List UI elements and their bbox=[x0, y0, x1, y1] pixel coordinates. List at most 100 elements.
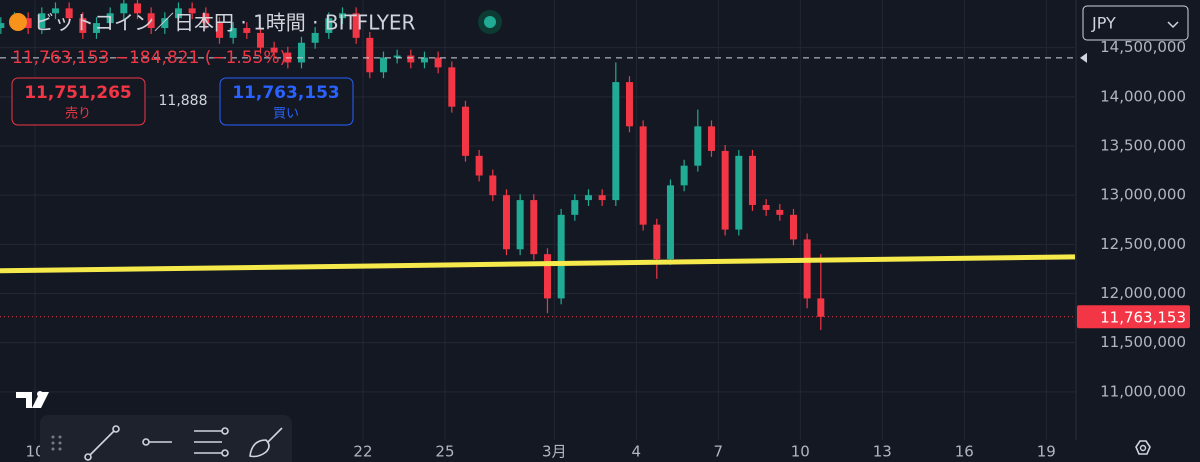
grid-layer bbox=[0, 0, 1075, 440]
candle-body bbox=[229, 28, 237, 38]
quote-change: −184,821 bbox=[115, 48, 200, 68]
candle-body bbox=[106, 13, 114, 24]
trend-line-tool[interactable] bbox=[84, 425, 120, 461]
candle-body bbox=[803, 239, 811, 299]
candle-body bbox=[133, 3, 141, 14]
candle-body bbox=[653, 224, 661, 260]
x-tick-label: 25 bbox=[435, 443, 454, 461]
candle-body bbox=[202, 13, 210, 24]
candle-body bbox=[639, 126, 647, 225]
settings-icon[interactable] bbox=[1135, 440, 1151, 455]
candle-body bbox=[270, 47, 278, 53]
buy-label[interactable]: 買い bbox=[273, 107, 299, 122]
drawing-toolbar bbox=[40, 415, 292, 462]
y-tick-label: 11,500,000 bbox=[1100, 333, 1186, 351]
y-tick-label: 14,000,000 bbox=[1100, 87, 1186, 105]
candle-body bbox=[721, 150, 729, 230]
x-tick-label: 3月 bbox=[542, 443, 567, 461]
settings-button[interactable] bbox=[1135, 440, 1151, 455]
candle-body bbox=[311, 32, 319, 43]
last-price-label: 11,763,153 bbox=[1100, 308, 1186, 326]
candle-body bbox=[434, 57, 442, 68]
candle-body bbox=[325, 18, 333, 33]
x-tick-label: 13 bbox=[873, 443, 892, 461]
currency-box[interactable] bbox=[1082, 5, 1189, 41]
candle-body bbox=[92, 23, 100, 33]
x-tick-label: 7 bbox=[714, 443, 724, 461]
candle-body bbox=[174, 8, 182, 19]
sell-price[interactable]: 11,751,265 bbox=[24, 83, 132, 103]
y-tick-label: 12,500,000 bbox=[1100, 235, 1186, 253]
candle-body bbox=[680, 165, 688, 186]
parallel-channel-tool[interactable] bbox=[194, 427, 229, 457]
y-tick-label: 11,000,000 bbox=[1100, 382, 1186, 400]
candle-body bbox=[0, 23, 5, 29]
y-tick-label: 14,500,000 bbox=[1100, 38, 1186, 56]
candle-body bbox=[256, 32, 264, 48]
sell-label[interactable]: 売り bbox=[65, 106, 91, 122]
drag-handle[interactable] bbox=[51, 435, 62, 451]
candle-body bbox=[51, 8, 59, 14]
candle-body bbox=[161, 18, 169, 29]
candle-body bbox=[352, 13, 360, 38]
candle-body bbox=[789, 214, 797, 240]
candle-body bbox=[666, 185, 674, 260]
candle-body bbox=[407, 55, 415, 63]
y-tick-label: 13,000,000 bbox=[1100, 186, 1186, 204]
quote-price: 11,763,153 bbox=[12, 48, 109, 68]
y-tick-label: 13,500,000 bbox=[1100, 137, 1186, 155]
candle-body bbox=[612, 82, 620, 201]
candle-body bbox=[366, 37, 374, 73]
x-tick-label: 19 bbox=[1037, 443, 1056, 461]
candle-body bbox=[516, 200, 524, 250]
candle-body bbox=[65, 8, 73, 19]
trend-line bbox=[0, 254, 1076, 274]
settings-icon-center bbox=[1139, 444, 1147, 452]
candles bbox=[0, 0, 825, 330]
x-tick-label: 10 bbox=[791, 443, 810, 461]
candle-body bbox=[502, 195, 510, 250]
candle-body bbox=[420, 57, 428, 63]
quote-line: 11,763,153 −184,821 (−1.55%) bbox=[12, 48, 286, 68]
candle-body bbox=[461, 106, 469, 156]
candle-body bbox=[817, 298, 825, 317]
brush-tool[interactable] bbox=[249, 427, 283, 458]
status-dot bbox=[484, 16, 496, 28]
buy-box[interactable] bbox=[219, 77, 354, 126]
symbol-title: ビットコイン／日本円 · 1時間 · BITFLYER bbox=[34, 11, 416, 35]
caret bbox=[1167, 21, 1179, 29]
toolbar-panel bbox=[40, 415, 292, 462]
candle-body bbox=[120, 3, 128, 14]
sell-button[interactable]: 11,751,265 売り bbox=[11, 77, 146, 126]
candle-body bbox=[489, 175, 497, 196]
candle-body bbox=[707, 126, 715, 151]
x-tick-label: 4 bbox=[632, 443, 642, 461]
candle-body bbox=[475, 155, 483, 176]
x-tick-label: 22 bbox=[353, 443, 372, 461]
candle-body bbox=[762, 205, 770, 210]
candle-body bbox=[748, 155, 756, 206]
candle-body bbox=[38, 13, 46, 29]
candle-body bbox=[243, 28, 251, 33]
plot-area: 10 22 25 3月 4 7 10 13 16 19 bbox=[0, 0, 1076, 461]
sell-box[interactable] bbox=[11, 77, 146, 126]
candle-body bbox=[625, 82, 633, 127]
buy-button[interactable]: 11,763,153 買い bbox=[219, 77, 354, 126]
horizontal-ray-tool[interactable] bbox=[142, 438, 172, 446]
candle-body bbox=[448, 67, 456, 107]
currency-label[interactable]: JPY bbox=[1091, 14, 1116, 33]
candle-body bbox=[393, 55, 401, 58]
candle-body bbox=[598, 195, 606, 201]
candle-body bbox=[147, 13, 155, 29]
candle-body bbox=[557, 214, 565, 299]
currency-select[interactable]: JPY bbox=[1082, 5, 1189, 41]
quote-percent: (−1.55%) bbox=[205, 48, 287, 68]
bitcoin-icon bbox=[9, 13, 27, 31]
candle-body bbox=[24, 18, 32, 29]
buy-price[interactable]: 11,763,153 bbox=[232, 83, 340, 103]
candle-body bbox=[338, 13, 346, 19]
candle-body bbox=[776, 209, 784, 215]
candle-body bbox=[188, 8, 196, 14]
